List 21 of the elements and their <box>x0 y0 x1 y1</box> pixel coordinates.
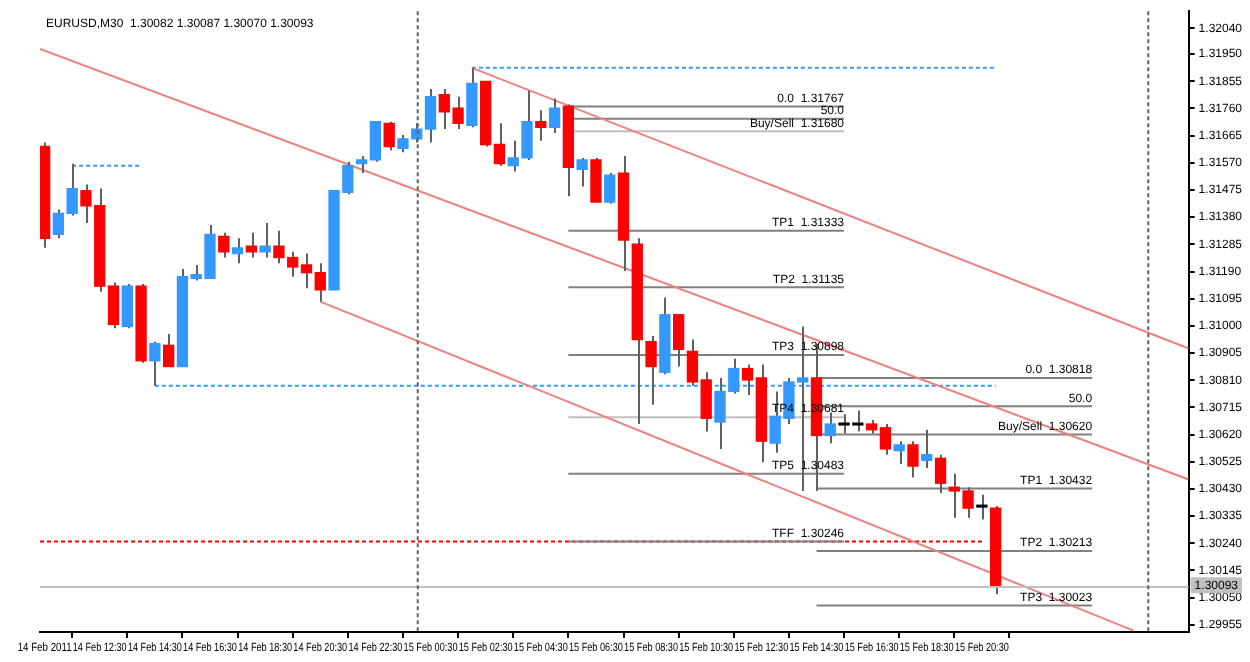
candlestick <box>383 120 395 152</box>
candlestick <box>590 156 602 204</box>
candlestick <box>672 313 685 368</box>
candlestick <box>535 109 547 142</box>
candlestick <box>934 453 947 494</box>
candlestick <box>231 237 244 265</box>
candlestick <box>576 156 588 188</box>
candlestick <box>162 332 175 368</box>
candlestick <box>976 493 988 521</box>
candlestick <box>245 231 258 259</box>
candlestick <box>548 97 561 135</box>
candlestick <box>121 283 133 330</box>
candlestick <box>824 411 836 445</box>
candlestick <box>921 428 933 470</box>
candlestick <box>218 231 230 259</box>
candlestick <box>907 440 919 479</box>
candlestick <box>604 172 616 205</box>
candlestick <box>645 334 657 406</box>
candlestick <box>259 221 271 259</box>
candlestick <box>893 440 905 466</box>
candlestick <box>466 66 478 129</box>
